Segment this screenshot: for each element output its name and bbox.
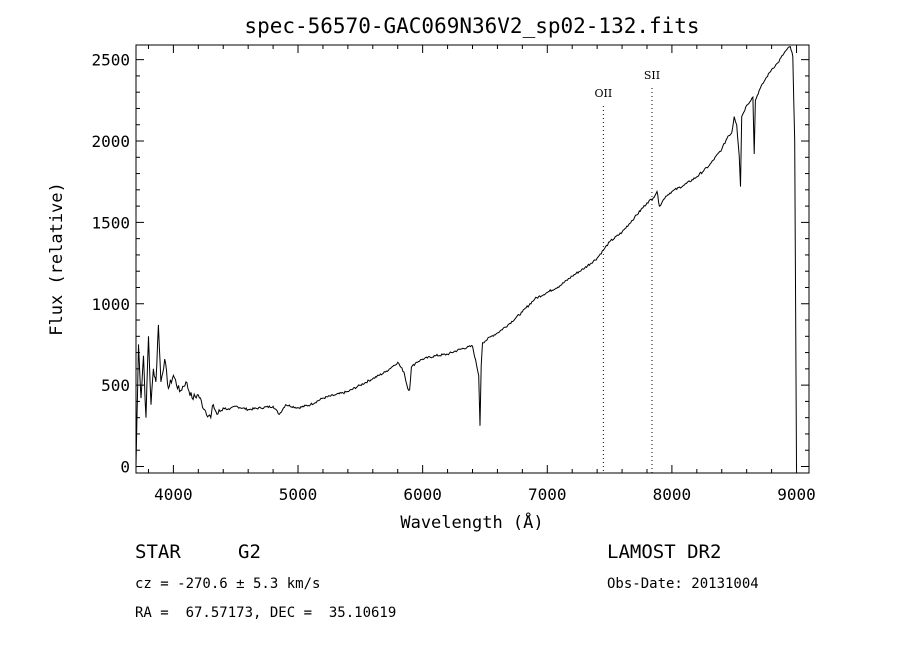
y-tick-label: 2000	[91, 132, 130, 151]
chart-title: spec-56570-GAC069N36V2_sp02-132.fits	[244, 14, 699, 38]
survey-label: LAMOST DR2	[607, 541, 722, 563]
coordinates-text: RA = 67.57173, DEC = 35.10619	[135, 605, 397, 621]
x-axis-label: Wavelength (Å)	[400, 511, 543, 533]
y-tick-label: 0	[120, 457, 130, 476]
y-tick-label: 2500	[91, 51, 130, 70]
obs-date-text: Obs-Date: 20131004	[607, 576, 759, 592]
y-tick-label: 1000	[91, 295, 130, 314]
y-tick-label: 500	[101, 376, 130, 395]
marker-label-sii: SII	[644, 69, 660, 82]
spectrum-chart: spec-56570-GAC069N36V2_sp02-132.fits 400…	[47, 14, 816, 533]
x-tick-label: 4000	[154, 485, 193, 504]
y-tick-label: 1500	[91, 213, 130, 232]
x-tick-label: 9000	[777, 485, 816, 504]
object-class: STAR	[135, 541, 181, 563]
x-tick-label: 5000	[279, 485, 318, 504]
marker-label-oii: OII	[595, 87, 613, 100]
x-tick-label: 6000	[403, 485, 442, 504]
spectrum-line	[135, 45, 797, 467]
object-subclass: G2	[238, 541, 261, 563]
x-tick-label: 7000	[528, 485, 567, 504]
plot-frame	[135, 44, 810, 474]
velocity-text: cz = -270.6 ± 5.3 km/s	[135, 576, 321, 592]
x-tick-label: 8000	[653, 485, 692, 504]
y-axis-label: Flux (relative)	[47, 182, 67, 336]
axis-ticks: 4000 5000 6000 7000 8000 9000 0 500 1000 1500 2000…	[91, 45, 816, 504]
emission-line-markers: OII SII	[595, 69, 660, 473]
